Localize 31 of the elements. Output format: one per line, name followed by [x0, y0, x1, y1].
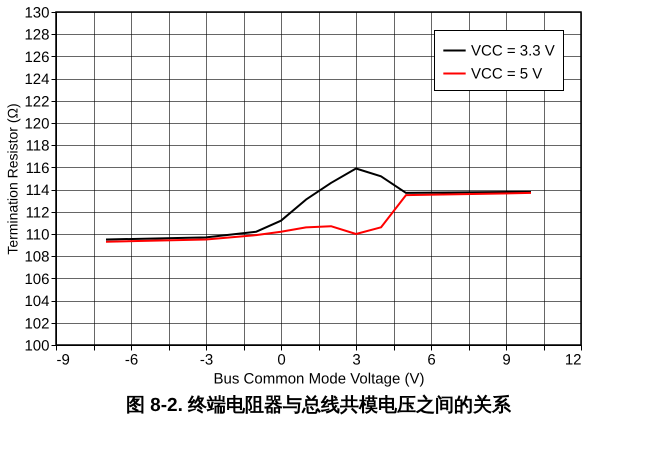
y-tick-label: 114: [26, 182, 50, 200]
y-tick-label: 102: [24, 315, 50, 332]
line-series: [105, 168, 532, 241]
text: 图 8-2. 终端电阻器与总线共模电压之间的关系: [126, 394, 512, 416]
y-tick-label: 106: [24, 270, 50, 288]
x-tick-label: 9: [502, 352, 511, 368]
legend-label: VCC = 3.3 V: [471, 42, 555, 60]
x-tick-label: 12: [564, 352, 582, 368]
x-tick-label: -9: [56, 352, 70, 368]
x-tick-label: 0: [277, 352, 286, 368]
y-tick-label: 100: [24, 338, 50, 354]
y-tick-label: 110: [26, 226, 50, 244]
y-tick-label: 118: [26, 138, 50, 155]
line-series: [105, 192, 532, 243]
y-tick-label: 122: [24, 93, 50, 110]
y-tick-label: 126: [24, 48, 50, 66]
legend-label: VCC = 5 V: [471, 66, 542, 82]
x-axis-title: Bus Common Mode Voltage (V): [214, 370, 424, 388]
x-tick-label: 3: [352, 352, 361, 368]
y-tick-label: 120: [24, 116, 50, 132]
y-tick-label: 108: [24, 248, 50, 266]
y-tick-label: 130: [24, 4, 50, 22]
y-tick-label: 104: [24, 293, 50, 310]
x-tick-label: -3: [200, 352, 214, 368]
y-tick-label: 116: [26, 160, 50, 177]
y-tick-label: 112: [26, 204, 50, 222]
x-tick-label: 6: [427, 352, 436, 368]
y-tick-label: 124: [24, 71, 50, 88]
x-tick-label: -6: [124, 352, 138, 368]
y-tick-label: 128: [24, 26, 50, 44]
y-axis-title: Termination Resistor (Ω): [4, 103, 20, 255]
